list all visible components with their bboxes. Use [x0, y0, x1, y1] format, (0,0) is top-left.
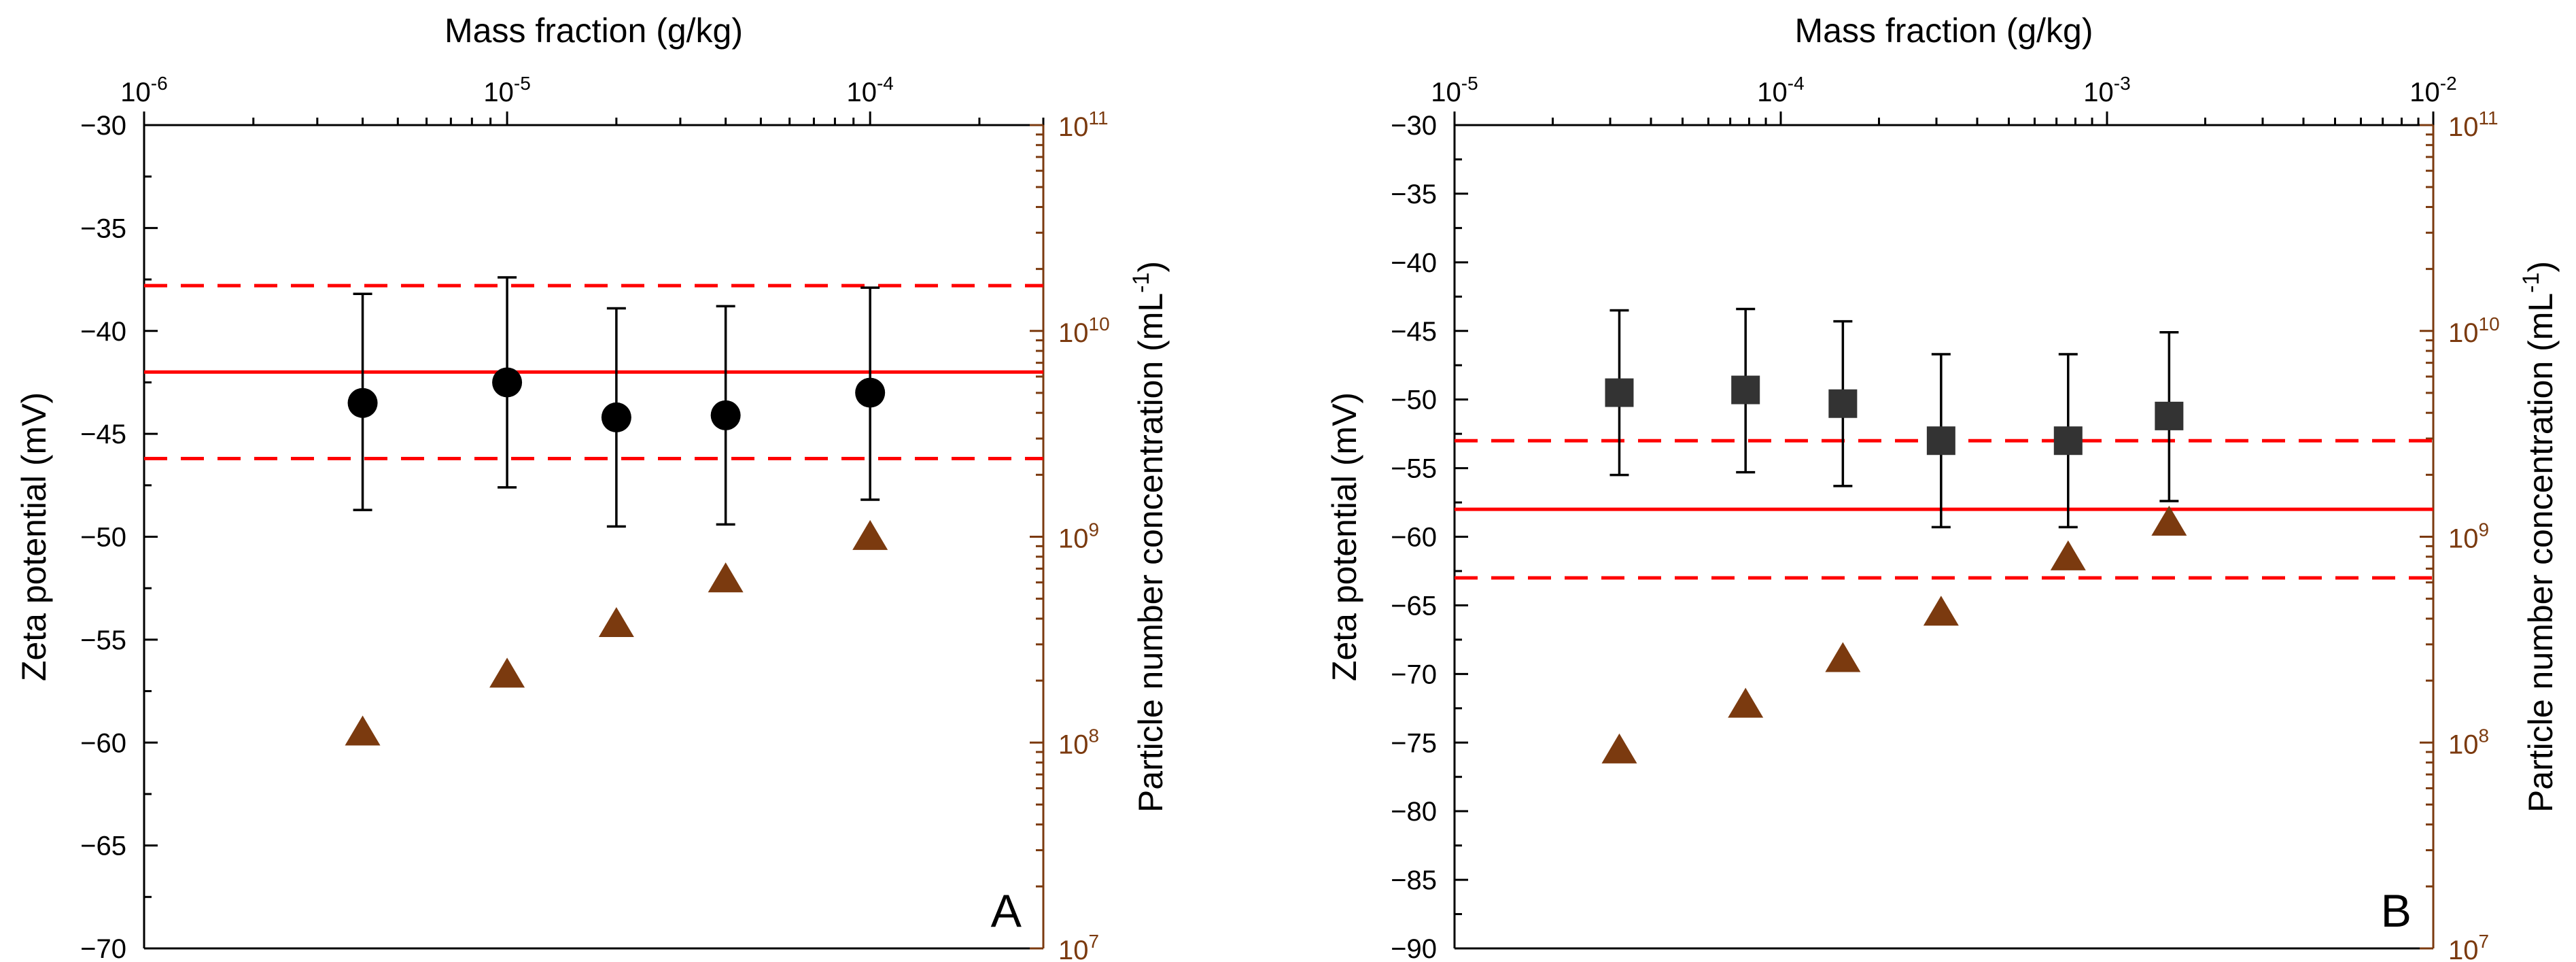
y-tick-label-10: −40 — [1391, 248, 1437, 278]
zeta-point-1 — [492, 367, 523, 398]
x-tick-label-3: 10-2 — [2409, 73, 2456, 107]
y2-tick-label-0: 107 — [1058, 931, 1099, 962]
x-tick-label-0: 10-6 — [120, 73, 167, 107]
y2-tick-label-3: 1010 — [1058, 313, 1110, 348]
y-tick-label-3: −55 — [80, 625, 126, 655]
zeta-point-5 — [2155, 401, 2184, 430]
y-tick-label-8: −30 — [80, 111, 126, 141]
y-tick-label-5: −65 — [1391, 591, 1437, 621]
zeta-point-2 — [1828, 389, 1858, 418]
concentration-point-3 — [1923, 596, 1959, 626]
zeta-point-1 — [1731, 375, 1760, 405]
panel-label: A — [991, 885, 1022, 937]
y-tick-label-0: −70 — [80, 934, 126, 962]
y-tick-label-4: −70 — [1391, 659, 1437, 689]
concentration-point-4 — [852, 519, 888, 550]
panel-label: B — [2381, 885, 2412, 937]
y-tick-label-2: −80 — [1391, 797, 1437, 827]
y-tick-label-7: −35 — [80, 213, 126, 243]
zeta-point-3 — [1926, 426, 1955, 456]
zeta-point-4 — [2053, 426, 2083, 456]
concentration-point-0 — [1601, 733, 1637, 763]
x-tick-label-2: 10-3 — [2083, 73, 2130, 107]
y2-tick-label-1: 108 — [2448, 725, 2489, 759]
y-tick-label-8: −50 — [1391, 385, 1437, 415]
concentration-point-4 — [2050, 540, 2086, 570]
zeta-point-0 — [1605, 378, 1634, 407]
x-tick-label-0: 10-5 — [1431, 73, 1478, 107]
y-tick-label-1: −85 — [1391, 865, 1437, 895]
y2-tick-label-3: 1010 — [2448, 313, 2500, 348]
x-tick-label-2: 10-4 — [846, 73, 893, 107]
y-tick-label-6: −60 — [1391, 523, 1437, 553]
y-tick-label-7: −55 — [1391, 454, 1437, 484]
y-axis-title: Zeta potential (mV) — [15, 392, 53, 681]
zeta-point-3 — [710, 400, 741, 430]
y2-axis-title: Particle number concentration (mL-1) — [2518, 261, 2560, 812]
y-tick-label-4: −50 — [80, 523, 126, 553]
zeta-point-0 — [347, 388, 378, 418]
y2-axis-title: Particle number concentration (mL-1) — [1128, 261, 1170, 812]
concentration-point-5 — [2151, 505, 2187, 536]
y2-tick-label-0: 107 — [2448, 931, 2489, 962]
y2-tick-label-4: 1011 — [2448, 107, 2499, 142]
zeta-point-4 — [855, 377, 886, 408]
y-tick-label-9: −45 — [1391, 317, 1437, 347]
y-tick-label-1: −65 — [80, 831, 126, 861]
y2-tick-label-2: 109 — [2448, 519, 2489, 554]
concentration-point-3 — [708, 562, 744, 593]
concentration-point-1 — [489, 657, 525, 688]
y-tick-label-2: −60 — [80, 728, 126, 758]
x-tick-label-1: 10-5 — [483, 73, 530, 107]
y-tick-label-6: −40 — [80, 317, 126, 347]
y-tick-label-3: −75 — [1391, 728, 1437, 758]
x-tick-label-1: 10-4 — [1757, 73, 1804, 107]
y-tick-label-5: −45 — [80, 419, 126, 449]
y-axis-title: Zeta potential (mV) — [1325, 392, 1363, 681]
y2-tick-label-1: 108 — [1058, 725, 1099, 759]
zeta-point-2 — [601, 402, 631, 432]
x-axis-title: Mass fraction (g/kg) — [1794, 12, 2093, 50]
concentration-point-2 — [1825, 642, 1861, 672]
y2-tick-label-2: 109 — [1058, 519, 1099, 554]
concentration-point-0 — [345, 715, 381, 746]
chart-panel-a: 10-6 10-5 10-4 Mass fraction (g/kg) −70 −65 −6… — [15, 12, 1170, 962]
y-tick-label-0: −90 — [1391, 934, 1437, 962]
chart-panel-b: 10-5 10-4 10-3 10-2 Mass fraction (g/kg) −90 −… — [1325, 12, 2560, 962]
y-tick-label-12: −30 — [1391, 111, 1437, 141]
concentration-point-1 — [1728, 687, 1764, 718]
y2-tick-label-4: 1011 — [1058, 107, 1109, 142]
y-tick-label-11: −35 — [1391, 179, 1437, 209]
concentration-point-2 — [598, 606, 634, 637]
x-axis-title: Mass fraction (g/kg) — [445, 12, 743, 50]
